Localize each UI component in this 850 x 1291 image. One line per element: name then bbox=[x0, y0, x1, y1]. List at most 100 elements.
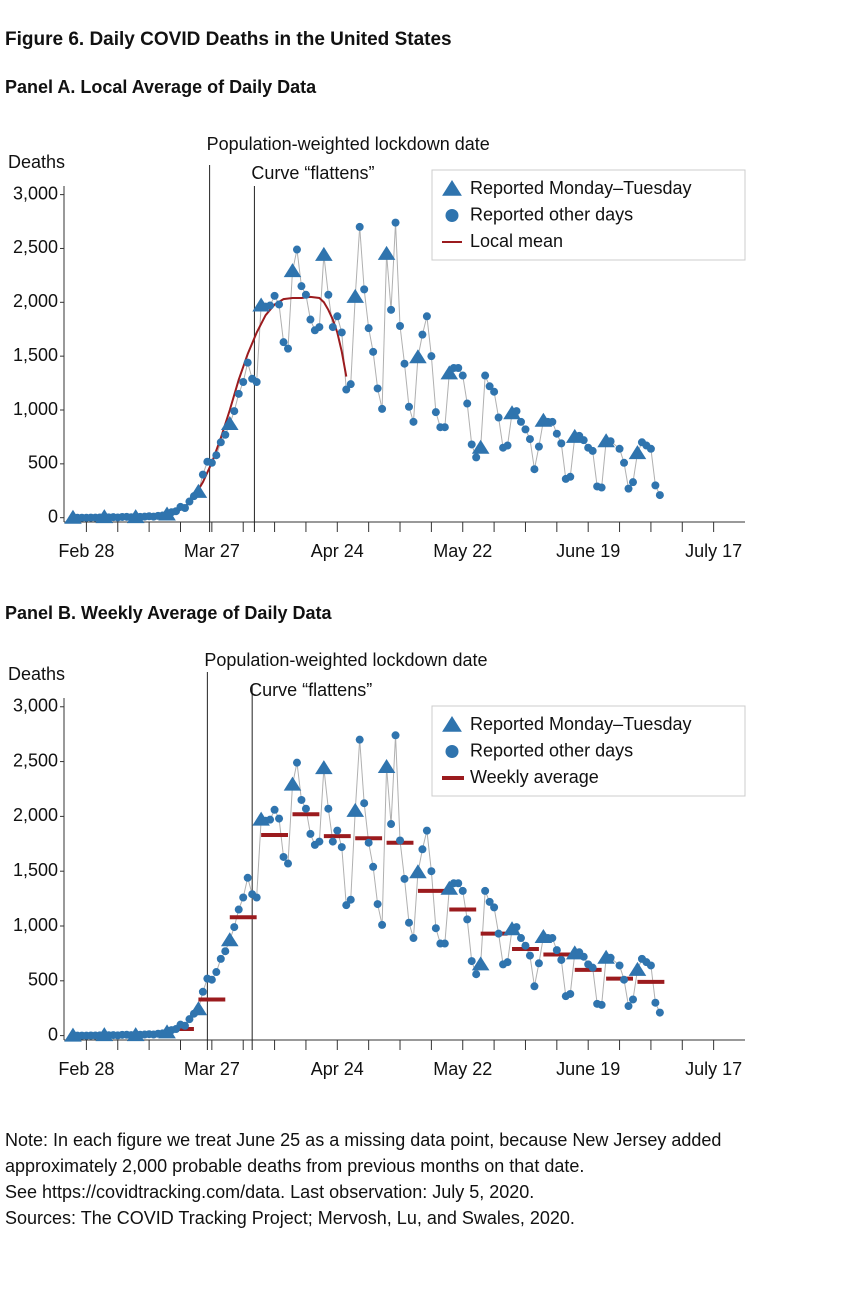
circle-point bbox=[360, 799, 369, 808]
circle-point bbox=[431, 924, 440, 933]
circle-point bbox=[373, 900, 382, 909]
connector bbox=[323, 254, 329, 295]
circle-point bbox=[270, 805, 279, 814]
connector bbox=[592, 450, 598, 487]
connector bbox=[480, 890, 486, 965]
connector bbox=[650, 965, 656, 1003]
connector bbox=[412, 357, 419, 422]
annotation-label: Population-weighted lockdown date bbox=[204, 650, 487, 670]
circle-point bbox=[534, 442, 543, 451]
connector bbox=[363, 803, 370, 843]
circle-point bbox=[328, 837, 337, 846]
circle-point bbox=[127, 1031, 136, 1040]
connector bbox=[296, 249, 302, 287]
triangle-point bbox=[440, 880, 459, 895]
circle-point bbox=[620, 975, 629, 984]
circle-point bbox=[391, 218, 400, 227]
circle-point bbox=[646, 961, 655, 970]
legend-circle bbox=[445, 209, 459, 222]
circle-point bbox=[516, 417, 525, 426]
circle-point bbox=[324, 290, 333, 299]
circle-point bbox=[454, 879, 463, 888]
legend-circle bbox=[445, 745, 459, 758]
connector bbox=[395, 222, 401, 327]
circle-point bbox=[292, 758, 301, 767]
circle-point bbox=[588, 446, 597, 455]
x-tick-label: Mar 27 bbox=[184, 541, 240, 561]
connector bbox=[381, 253, 388, 409]
circle-point bbox=[409, 934, 418, 943]
connector bbox=[359, 739, 365, 804]
y-tick-label: 2,500 bbox=[13, 750, 58, 770]
panel-title: Panel A. Local Average of Daily Data bbox=[5, 77, 317, 97]
circle-point bbox=[427, 352, 436, 361]
circle-point bbox=[440, 423, 449, 432]
circle-point bbox=[481, 371, 490, 380]
connector bbox=[287, 784, 293, 864]
circle-point bbox=[481, 886, 490, 895]
triangle-point bbox=[409, 864, 427, 879]
circle-point bbox=[396, 836, 405, 845]
connector bbox=[399, 840, 405, 879]
circle-point bbox=[566, 472, 575, 481]
connector bbox=[529, 955, 535, 987]
circle-point bbox=[306, 315, 315, 324]
circle-point bbox=[606, 953, 615, 962]
connector bbox=[412, 872, 419, 939]
connector bbox=[623, 462, 630, 489]
circle-point bbox=[490, 387, 499, 396]
circle-point bbox=[239, 378, 248, 386]
circle-point bbox=[230, 923, 239, 932]
circle-point bbox=[387, 305, 396, 314]
circle-point bbox=[234, 389, 243, 398]
connector bbox=[498, 417, 504, 448]
connector bbox=[363, 289, 370, 329]
circle-point bbox=[342, 385, 351, 394]
y-tick-label: 2,500 bbox=[13, 237, 58, 257]
circle-point bbox=[628, 478, 637, 487]
circle-point bbox=[655, 491, 664, 500]
circle-point bbox=[185, 497, 194, 506]
circle-point bbox=[212, 451, 221, 460]
connector bbox=[623, 979, 630, 1007]
connector bbox=[386, 253, 392, 310]
circle-point bbox=[620, 458, 629, 467]
circle-point bbox=[306, 829, 315, 838]
circle-point bbox=[328, 323, 337, 332]
circle-point bbox=[391, 731, 400, 740]
circle-point bbox=[221, 947, 230, 956]
connector bbox=[318, 254, 325, 328]
circle-point bbox=[189, 1009, 198, 1018]
circle-point bbox=[494, 413, 503, 422]
circle-point bbox=[360, 285, 369, 294]
connector bbox=[372, 866, 379, 905]
triangle-point bbox=[346, 802, 365, 817]
circle-point bbox=[400, 874, 409, 883]
legend-label: Weekly average bbox=[470, 767, 599, 787]
y-axis-label: Deaths bbox=[8, 152, 65, 172]
connector bbox=[296, 762, 302, 801]
circle-point bbox=[185, 1015, 194, 1024]
circle-point bbox=[597, 483, 606, 492]
y-tick-label: 3,000 bbox=[13, 696, 58, 716]
circle-point bbox=[404, 402, 413, 411]
circle-point bbox=[651, 998, 660, 1007]
triangle-point bbox=[628, 445, 647, 460]
circle-point bbox=[628, 995, 637, 1004]
circle-point bbox=[615, 961, 624, 970]
circle-point bbox=[579, 952, 588, 961]
connector bbox=[404, 363, 410, 407]
connector bbox=[305, 294, 311, 320]
circle-point bbox=[315, 837, 324, 846]
connector bbox=[493, 391, 500, 418]
circle-point bbox=[503, 441, 512, 450]
circle-point bbox=[525, 435, 534, 444]
y-tick-label: 0 bbox=[48, 506, 58, 526]
circle-point bbox=[530, 982, 539, 991]
panel-title: Panel B. Weekly Average of Daily Data bbox=[5, 603, 332, 623]
circle-point bbox=[548, 934, 557, 943]
circle-point bbox=[378, 920, 387, 929]
connector bbox=[569, 953, 576, 995]
circle-point bbox=[566, 989, 575, 998]
x-tick-label: Mar 27 bbox=[184, 1059, 240, 1079]
